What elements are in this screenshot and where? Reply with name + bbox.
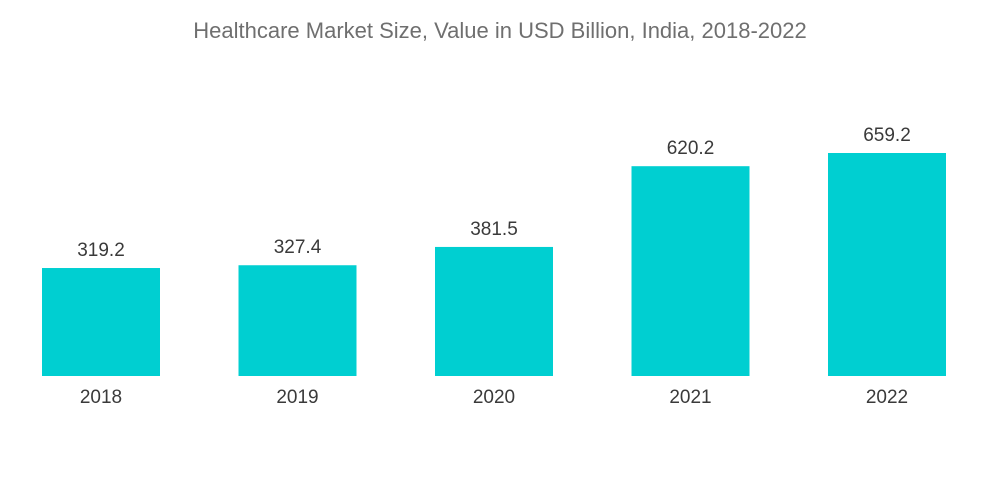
value-label-2022: 659.2: [863, 125, 911, 146]
chart-title: Healthcare Market Size, Value in USD Bil…: [193, 18, 807, 43]
x-tick-label-2019: 2019: [276, 387, 318, 408]
bar-2022: [828, 153, 946, 376]
value-label-2020: 381.5: [470, 219, 518, 240]
value-label-2018: 319.2: [77, 240, 125, 261]
bar-2018: [42, 268, 160, 376]
x-tick-label-2018: 2018: [80, 387, 122, 408]
bar-2019: [238, 265, 357, 376]
x-tick-label-2020: 2020: [473, 387, 515, 408]
x-tick-label-2021: 2021: [669, 387, 711, 408]
bar-2021: [631, 166, 750, 376]
value-label-2021: 620.2: [667, 138, 715, 159]
bar-2020: [435, 246, 553, 376]
x-tick-label-2022: 2022: [866, 387, 908, 408]
value-label-2019: 327.4: [274, 237, 322, 258]
